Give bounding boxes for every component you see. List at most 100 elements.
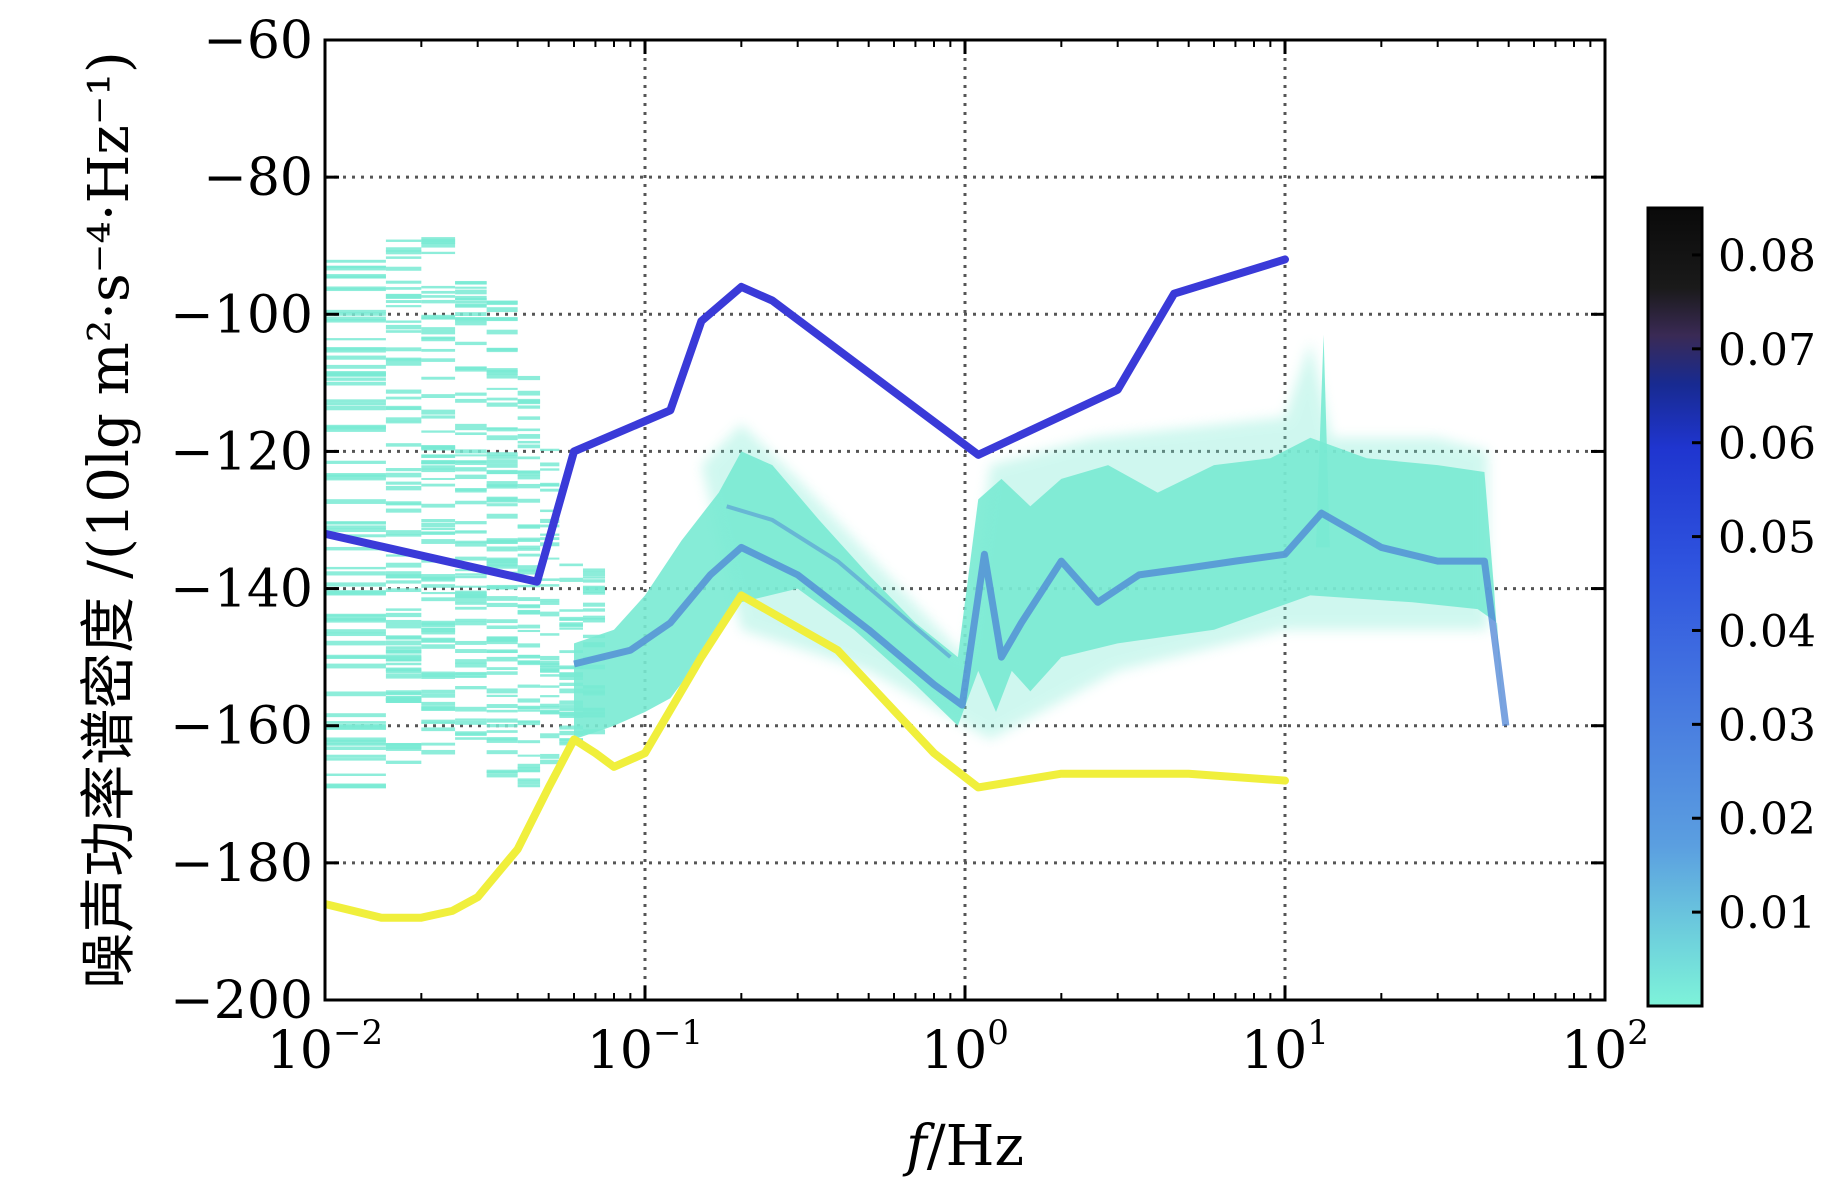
density-stripe (325, 566, 386, 570)
density-stripe (455, 289, 487, 295)
density-stripe (325, 590, 386, 596)
density-stripe (540, 509, 560, 513)
density-stripe (325, 338, 386, 341)
density-stripe (455, 598, 487, 603)
density-stripe (421, 577, 456, 581)
density-stripe (385, 287, 422, 290)
density-stripe (455, 312, 487, 317)
density-stripe (421, 358, 456, 362)
density-stripe (385, 760, 422, 764)
density-stripe (455, 427, 487, 431)
density-stripe (455, 602, 487, 605)
density-stripe (325, 739, 386, 745)
colorbar-tick-label: 0.01 (1718, 888, 1816, 939)
density-stripe (582, 618, 606, 623)
density-stripe (325, 259, 386, 263)
density-stripe (385, 443, 422, 447)
density-stripe (325, 726, 386, 730)
density-stripe (385, 676, 422, 679)
density-stripe (421, 628, 456, 633)
colorbar-tick-label: 0.06 (1718, 419, 1816, 470)
density-stripe (559, 609, 583, 612)
density-stripe (582, 634, 606, 639)
density-stripe (421, 597, 456, 602)
density-ridge (726, 504, 952, 659)
density-stripe (486, 540, 518, 543)
density-stripe (325, 373, 386, 377)
density-stripe (325, 546, 386, 551)
density-stripe (385, 502, 422, 506)
density-stripe (421, 430, 456, 433)
density-stripe (540, 759, 560, 765)
density-stripe (540, 633, 560, 636)
series-line-1 (325, 591, 1289, 922)
density-stripe (455, 286, 487, 289)
density-stripe (385, 695, 422, 701)
density-stripe (385, 405, 422, 410)
density-stripe (486, 596, 518, 601)
density-stripe (517, 405, 541, 409)
x-tick-label: 10−1 (587, 1013, 703, 1081)
colorbar-tick-label: 0.03 (1718, 700, 1816, 751)
density-stripe (455, 673, 487, 677)
density-stripe (517, 597, 541, 602)
density-stripe (325, 364, 386, 369)
density-stripe (421, 531, 456, 535)
density-stripe (385, 530, 422, 535)
density-stripe (455, 531, 487, 534)
density-stripe (325, 312, 386, 316)
density-stripe (385, 571, 422, 576)
density-stripe (517, 780, 541, 785)
density-stripe (455, 556, 487, 561)
density-stripe (559, 627, 583, 630)
density-stripe (486, 724, 518, 728)
density-stripe (517, 456, 541, 460)
density-stripe (486, 584, 518, 590)
density-stripe (385, 562, 422, 568)
density-stripe (559, 622, 583, 627)
density-stripe (421, 336, 456, 340)
colorbar-gradient (1646, 206, 1704, 1008)
density-stripe (540, 468, 560, 471)
density-stripe (559, 705, 583, 710)
density-stripe (517, 763, 541, 769)
y-tick-label: −160 (170, 697, 313, 757)
density-stripe (486, 435, 518, 441)
density-stripe (385, 294, 422, 299)
density-stripe (582, 615, 606, 620)
density-stripe (421, 237, 456, 240)
density-stripe (421, 701, 456, 706)
density-stripe (385, 485, 422, 491)
density-stripe (517, 754, 541, 757)
density-stripe (517, 565, 541, 570)
density-stripe (486, 688, 518, 694)
density-stripe (325, 499, 386, 504)
density-stripe (421, 591, 456, 595)
density-stripe (421, 539, 456, 544)
density-stripe (540, 462, 560, 467)
density-stripe (421, 329, 456, 335)
density-stripe (325, 473, 386, 476)
density-stripe (582, 568, 606, 573)
density-stripe (486, 738, 518, 743)
density-stripe (540, 483, 560, 487)
density-stripe (325, 474, 386, 479)
density-stripe (517, 548, 541, 551)
density-stripe (385, 305, 422, 308)
density-stripe (421, 638, 456, 643)
density-spike (1316, 334, 1330, 548)
density-stripe (455, 659, 487, 664)
density-stripe (385, 746, 422, 751)
density-stripe (421, 394, 456, 398)
density-stripe (455, 731, 487, 736)
density-stripe (385, 508, 422, 513)
density-stripe (455, 300, 487, 304)
density-stripe (455, 398, 487, 403)
density-stripe (540, 670, 560, 673)
density-stripe (421, 673, 456, 678)
density-stripe (421, 503, 456, 508)
density-stripe (385, 640, 422, 646)
density-stripe (582, 586, 606, 591)
density-stripe (421, 447, 456, 451)
density-stripe (325, 265, 386, 269)
